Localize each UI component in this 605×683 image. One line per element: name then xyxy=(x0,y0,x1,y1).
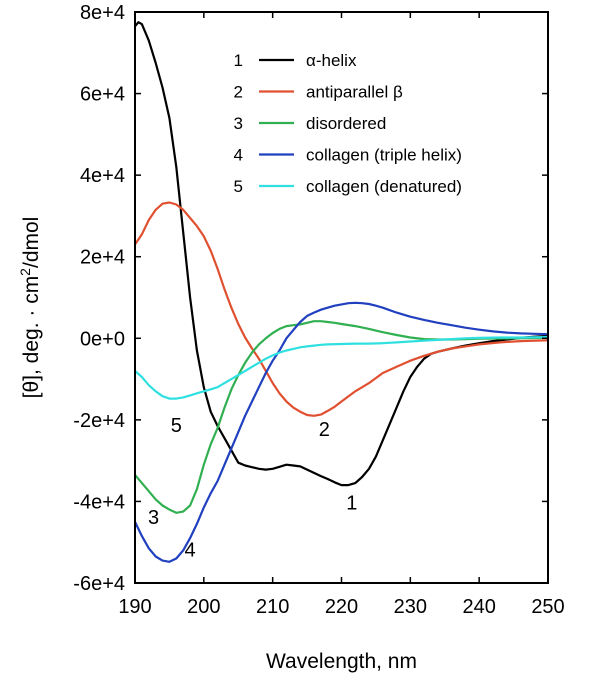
legend: 1 α-helix 2 antiparallel β 3 disordered 4 colla… xyxy=(234,51,462,196)
legend-number: 1 xyxy=(234,51,243,70)
series-line-4 xyxy=(135,301,548,563)
curve-number-label: 2 xyxy=(319,419,330,441)
legend-label: collagen (triple helix) xyxy=(306,146,462,165)
y-tick-label: -2e+4 xyxy=(73,410,125,432)
y-tick-label: 8e+4 xyxy=(80,2,125,24)
x-tick-label: 230 xyxy=(394,596,427,618)
y-tick-label: 6e+4 xyxy=(80,84,125,106)
y-axis-title-superscript: 2 xyxy=(17,268,33,276)
x-tick-label: 190 xyxy=(118,596,151,618)
curve-number-label: 3 xyxy=(148,507,159,529)
legend-label: disordered xyxy=(306,114,386,133)
x-tick-label: 240 xyxy=(462,596,495,618)
y-axis: -6e+4 -4e+4 -2e+4 0e+0 2e+4 4e+4 6e+4 8e+4 xyxy=(73,2,548,595)
legend-number: 2 xyxy=(234,83,243,102)
x-axis-title: Wavelength, nm xyxy=(266,650,417,673)
y-tick-label: 0e+0 xyxy=(80,328,125,350)
y-tick-label: -4e+4 xyxy=(73,491,125,513)
legend-number: 3 xyxy=(234,114,243,133)
x-tick-label: 220 xyxy=(325,596,358,618)
series-line-2 xyxy=(135,201,548,417)
legend-number: 4 xyxy=(234,146,243,165)
legend-number: 5 xyxy=(234,177,243,196)
curve-number-label: 4 xyxy=(185,539,196,561)
x-tick-label: 200 xyxy=(187,596,220,618)
y-axis-title: [θ], deg. · cm2/dmol xyxy=(17,217,43,399)
y-tick-label: 4e+4 xyxy=(80,165,125,187)
curve-number-label: 1 xyxy=(346,493,357,515)
x-tick-label: 250 xyxy=(531,596,564,618)
x-tick-label: 210 xyxy=(256,596,289,618)
legend-label: collagen (denatured) xyxy=(306,177,462,196)
curve-labels: 1 2 3 4 5 xyxy=(148,415,357,561)
series-line-3 xyxy=(135,320,548,514)
x-axis: 190 200 210 220 230 240 250 xyxy=(118,12,565,618)
y-axis-title-unit: /dmol xyxy=(20,217,43,268)
y-axis-title-text: [θ], deg. · cm xyxy=(20,276,43,399)
curve-number-label: 5 xyxy=(171,415,182,437)
y-tick-label: 2e+4 xyxy=(80,247,125,269)
legend-label: antiparallel β xyxy=(306,83,403,102)
legend-label: α-helix xyxy=(306,51,357,70)
curves-layer xyxy=(135,21,548,563)
series-line-5 xyxy=(135,336,548,400)
y-tick-label: -6e+4 xyxy=(73,573,125,595)
